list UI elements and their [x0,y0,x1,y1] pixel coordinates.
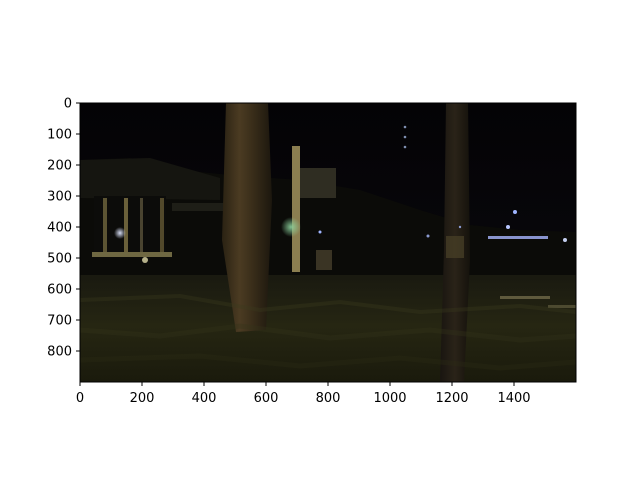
y-tick-label: 0 [64,97,72,112]
y-tick-label: 200 [47,159,72,174]
y-tick-label: 100 [47,128,72,143]
x-tick-label: 400 [192,391,217,406]
grass-texture [80,293,576,371]
y-axis: 0 100 200 300 400 500 600 700 800 [47,97,80,360]
y-tick-label: 600 [47,283,72,298]
ground [80,270,576,382]
x-tick-label: 1200 [435,391,468,406]
y-tick-label: 500 [47,252,72,267]
x-tick-label: 800 [316,391,341,406]
tree-trunk [222,103,272,332]
y-tick-label: 400 [47,221,72,236]
x-tick-label: 1000 [373,391,406,406]
distant-lights [318,125,567,242]
night-photograph [80,103,576,382]
x-tick-label: 600 [254,391,279,406]
x-axis: 0 200 400 600 800 1000 1200 1400 [76,382,531,406]
x-tick-label: 0 [76,391,84,406]
shelter [80,158,227,263]
lamp-post [281,146,336,272]
x-tick-label: 1400 [497,391,530,406]
y-tick-label: 300 [47,190,72,205]
y-tick-label: 700 [47,314,72,329]
x-tick-label: 200 [130,391,155,406]
y-tick-label: 800 [47,345,72,360]
